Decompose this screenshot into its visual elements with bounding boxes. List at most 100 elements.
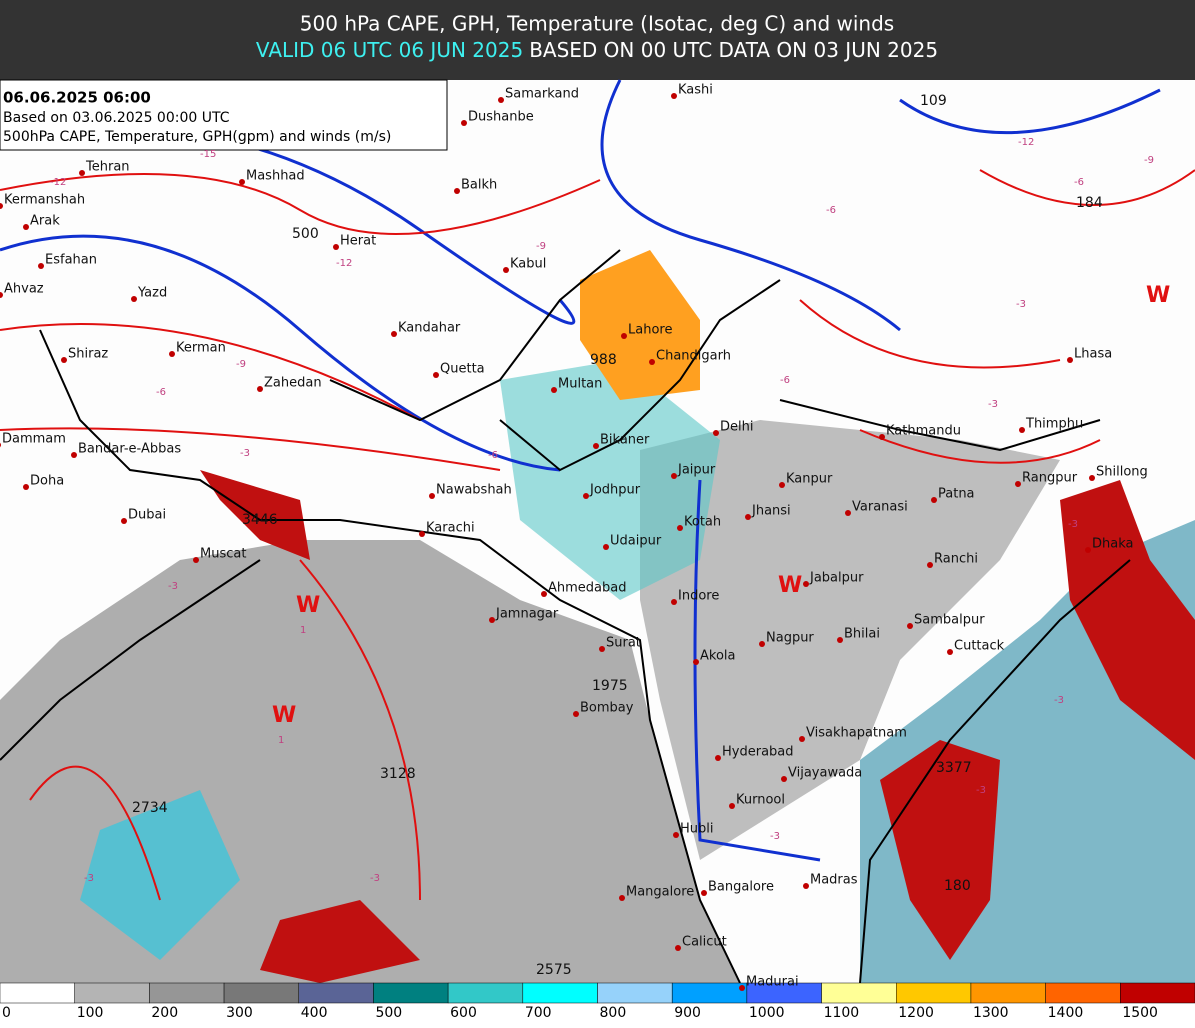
isotherm-label: -3 bbox=[1068, 519, 1078, 530]
city-dot bbox=[879, 434, 885, 440]
colorbar-label: 1400 bbox=[1048, 1005, 1084, 1021]
colorbar-swatch bbox=[896, 982, 972, 1004]
city-dot bbox=[907, 623, 913, 629]
city-dot bbox=[603, 544, 609, 550]
colorbar-swatch bbox=[0, 982, 75, 1004]
city-label: Shillong bbox=[1096, 465, 1148, 480]
colorbar-swatch bbox=[74, 982, 150, 1004]
city-label: Patna bbox=[938, 487, 975, 502]
map-value: 184 bbox=[1076, 195, 1103, 211]
city-label: Muscat bbox=[200, 547, 246, 562]
city-label: Bhilai bbox=[844, 627, 880, 642]
city-label: Lahore bbox=[628, 323, 672, 338]
city-label: Dhaka bbox=[1092, 537, 1133, 552]
city-dot bbox=[713, 430, 719, 436]
city-label: Tehran bbox=[85, 160, 130, 175]
city-label: Bikaner bbox=[600, 433, 650, 448]
colorbar-label: 200 bbox=[151, 1005, 178, 1021]
isotherm-label: -6 bbox=[488, 450, 498, 461]
city-dot bbox=[583, 493, 589, 499]
city-label: Jamnagar bbox=[495, 607, 559, 622]
city-dot bbox=[461, 120, 467, 126]
city-label: Kashi bbox=[678, 83, 713, 98]
city-dot bbox=[38, 263, 44, 269]
isotherm-label: -3 bbox=[988, 399, 998, 410]
city-label: Quetta bbox=[440, 362, 485, 377]
city-label: Visakhapatnam bbox=[806, 726, 907, 741]
cape-red bbox=[1060, 480, 1195, 760]
header-bar bbox=[0, 0, 1195, 80]
warm-center: W bbox=[1146, 283, 1170, 308]
map bbox=[0, 79, 1195, 984]
city-dot bbox=[677, 525, 683, 531]
map-value: 500 bbox=[292, 226, 319, 242]
colorbar-swatch bbox=[447, 982, 524, 1004]
map-value: 180 bbox=[944, 878, 971, 894]
city-label: Sambalpur bbox=[914, 613, 985, 628]
city-dot bbox=[745, 514, 751, 520]
isotherm-label: -12 bbox=[336, 258, 352, 269]
city-label: Surat bbox=[606, 636, 641, 651]
city-label: Akola bbox=[700, 649, 736, 664]
city-label: Kermanshah bbox=[4, 193, 85, 208]
city-dot bbox=[0, 442, 1, 448]
city-dot bbox=[391, 331, 397, 337]
city-label: Arak bbox=[30, 214, 60, 229]
city-label: Herat bbox=[340, 234, 376, 249]
city-dot bbox=[257, 386, 263, 392]
city-label: Indore bbox=[678, 589, 719, 604]
city-dot bbox=[803, 883, 809, 889]
city-label: Multan bbox=[558, 377, 602, 392]
map-value: 3377 bbox=[936, 760, 972, 776]
city-label: Ahmedabad bbox=[548, 581, 626, 596]
city-dot bbox=[729, 803, 735, 809]
isotherm-label: -3 bbox=[168, 581, 178, 592]
colorbar-label: 900 bbox=[674, 1005, 701, 1021]
city-dot bbox=[1019, 427, 1025, 433]
city-label: Thimphu bbox=[1025, 417, 1083, 432]
city-dot bbox=[1067, 357, 1073, 363]
city-dot bbox=[1015, 481, 1021, 487]
gph-contours bbox=[0, 79, 1161, 862]
city-label: Dushanbe bbox=[468, 110, 534, 125]
city-dot bbox=[927, 562, 933, 568]
isotherm-label: 1 bbox=[300, 625, 306, 636]
city-dot bbox=[673, 832, 679, 838]
city-dot bbox=[131, 296, 137, 302]
map-value: 2734 bbox=[132, 800, 168, 816]
city-label: Kandahar bbox=[398, 321, 461, 336]
isotherm-label: -3 bbox=[770, 831, 780, 842]
city-dot bbox=[837, 637, 843, 643]
isotherm-label: -9 bbox=[1144, 155, 1154, 166]
cape-cyan bbox=[80, 790, 240, 960]
cape-cyan bbox=[500, 360, 720, 600]
city-dot bbox=[759, 641, 765, 647]
isotherms bbox=[0, 169, 1195, 901]
colorbar-label: 400 bbox=[301, 1005, 328, 1021]
city-dot bbox=[1089, 475, 1095, 481]
map-value: 3128 bbox=[380, 766, 416, 782]
city-label: Kerman bbox=[176, 341, 226, 356]
city-label: Bangalore bbox=[708, 880, 774, 895]
city-label: Nagpur bbox=[766, 631, 814, 646]
map-value: 1975 bbox=[592, 678, 628, 694]
city-label: Kotah bbox=[684, 515, 721, 530]
colorbar-swatch bbox=[597, 982, 673, 1004]
map-value: 2575 bbox=[536, 962, 572, 978]
warm-center: W bbox=[272, 703, 296, 728]
city-label: Kathmandu bbox=[886, 424, 961, 439]
map-value: 109 bbox=[920, 93, 947, 109]
isotherm-label: -3 bbox=[1016, 299, 1026, 310]
city-label: Kabul bbox=[510, 257, 546, 272]
city-dot bbox=[61, 357, 67, 363]
city-label: Hubli bbox=[680, 822, 714, 837]
colorbar-label: 1200 bbox=[898, 1005, 934, 1021]
city-dot bbox=[779, 482, 785, 488]
colorbar-label: 0 bbox=[2, 1005, 11, 1021]
city-label: Bandar-e-Abbas bbox=[78, 442, 181, 457]
city-label: Ahvaz bbox=[4, 282, 44, 297]
isotherm-label: -3 bbox=[84, 873, 94, 884]
city-label: Madurai bbox=[746, 975, 799, 990]
city-label: Lhasa bbox=[1074, 347, 1112, 362]
colorbar: 0 100 200 300 400 500 600 700 800 900 1000 1100 1200… bbox=[0, 982, 1195, 1021]
